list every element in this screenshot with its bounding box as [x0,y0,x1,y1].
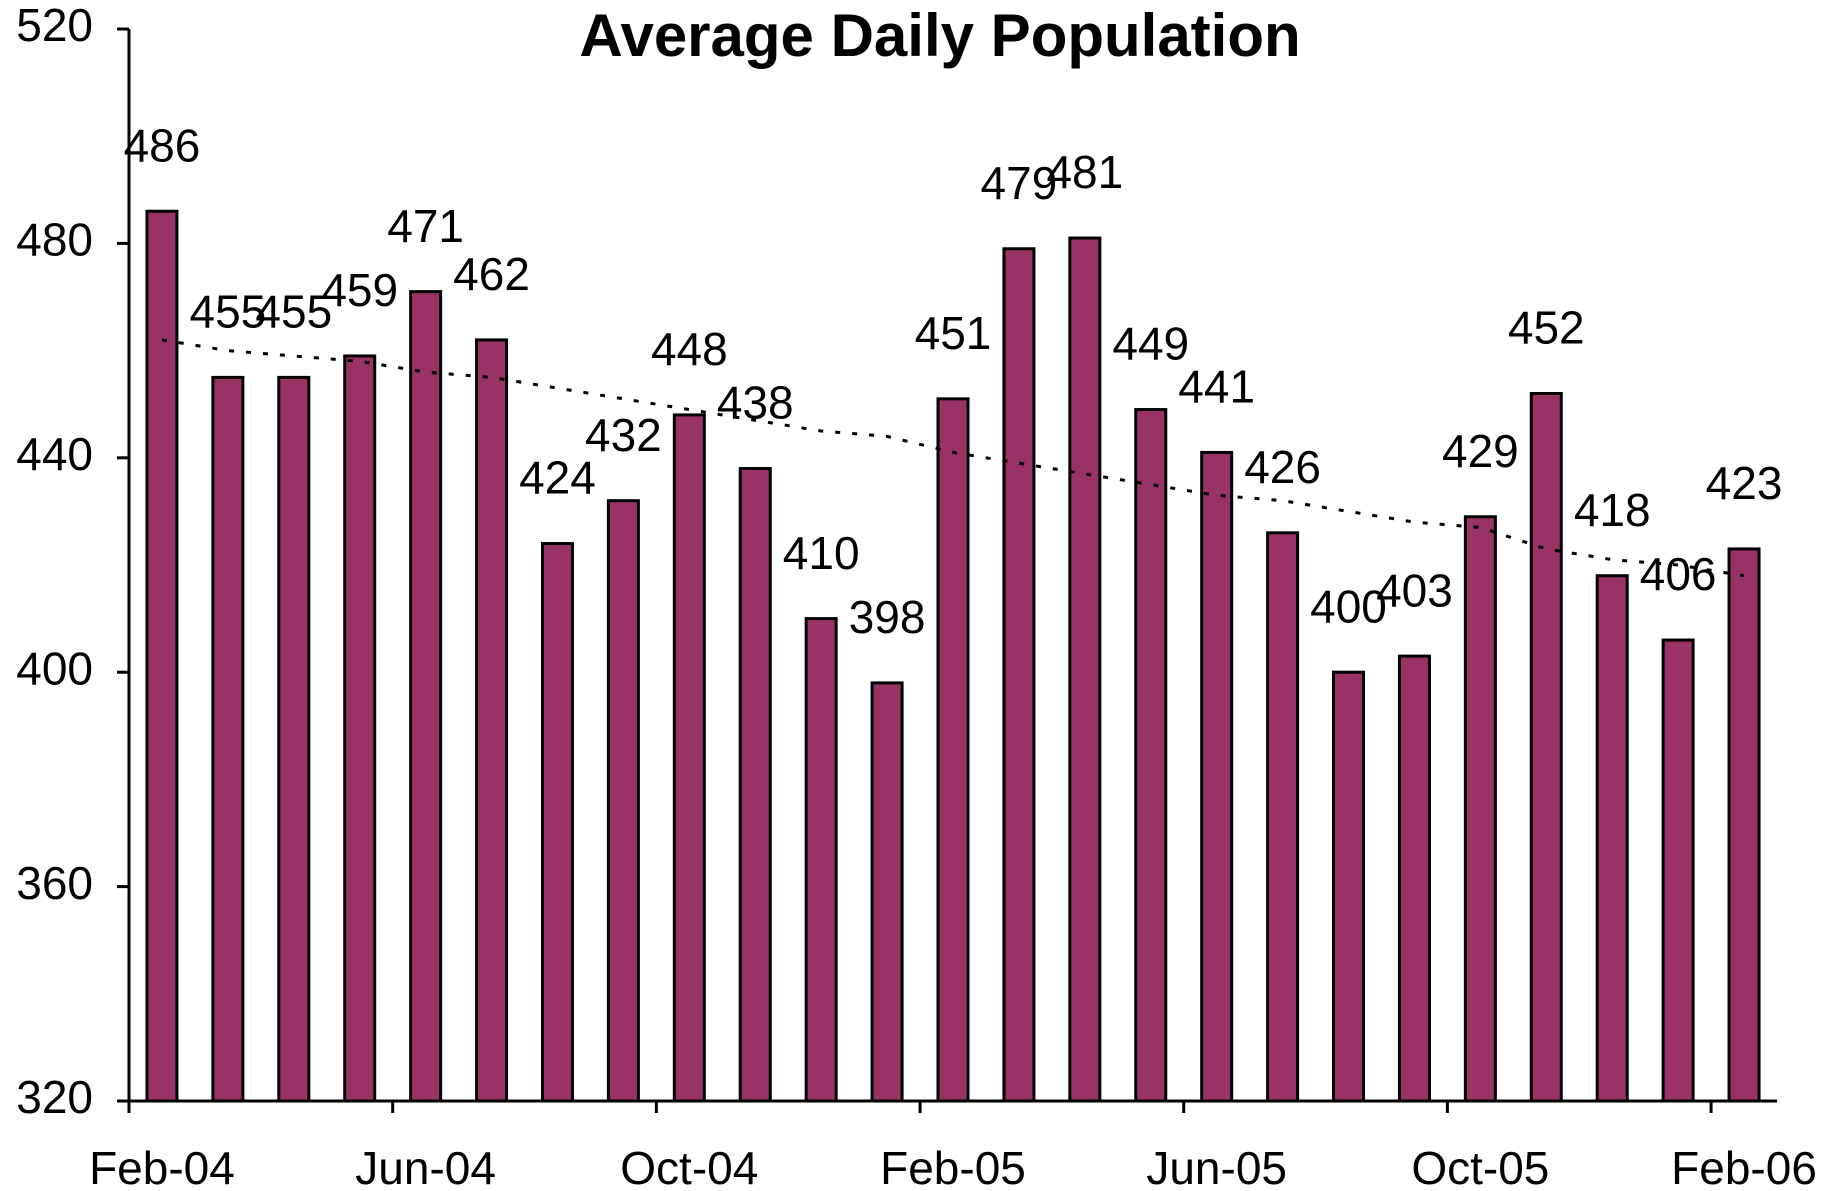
bar [870,681,904,1103]
x-tick-label: Jun-04 [355,1142,496,1191]
data-label: 438 [717,377,794,429]
data-label: 481 [1046,146,1123,198]
bar [1397,654,1431,1103]
data-label: 471 [387,200,464,252]
data-label: 424 [519,452,596,504]
y-tick-label: 520 [16,0,93,51]
bar [475,338,509,1103]
bar [1332,670,1366,1103]
data-label: 432 [585,409,662,461]
bar [606,499,640,1103]
x-tick-label: Feb-06 [1671,1142,1817,1191]
bar [277,375,311,1103]
bar [936,397,970,1103]
bar [1266,531,1300,1103]
bar [343,354,377,1103]
data-label: 429 [1442,425,1519,477]
y-tick-label: 440 [16,428,93,480]
bar [1068,236,1102,1103]
data-label: 423 [1706,457,1783,509]
bar [1661,638,1695,1103]
x-tick-label: Feb-05 [880,1142,1026,1191]
bar [1595,574,1629,1103]
bar [1002,247,1036,1103]
data-label: 418 [1574,484,1651,536]
data-label: 462 [453,248,530,300]
bar [738,467,772,1103]
data-label: 455 [190,286,267,338]
bar [145,209,179,1103]
data-label: 400 [1310,580,1387,632]
bar [1200,450,1234,1103]
y-tick-label: 480 [16,214,93,266]
data-label: 441 [1178,361,1255,413]
x-tick-label: Jun-05 [1146,1142,1287,1191]
bar [672,413,706,1103]
bar [1529,391,1563,1103]
data-label: 452 [1508,302,1585,354]
bar [1727,547,1761,1103]
data-label: 448 [651,323,728,375]
data-label: 410 [783,527,860,579]
data-label: 459 [321,264,398,316]
bar [804,617,838,1103]
chart-title: Average Daily Population [579,2,1300,69]
y-tick-label: 400 [16,642,93,694]
data-label: 455 [255,286,332,338]
x-tick-label: Oct-05 [1411,1142,1549,1191]
data-label: 403 [1376,564,1453,616]
bar [1463,515,1497,1103]
data-label: 479 [981,157,1058,209]
trend-line [161,338,1745,578]
bar [409,290,443,1103]
data-label: 406 [1640,548,1717,600]
data-label: 486 [124,119,201,171]
data-label: 426 [1244,441,1321,493]
data-label: 449 [1112,318,1189,370]
data-label: 398 [849,591,926,643]
bar [211,375,245,1103]
y-tick-label: 360 [16,857,93,909]
y-tick-label: 320 [16,1071,93,1123]
bar [1134,408,1168,1103]
x-tick-label: Feb-04 [89,1142,235,1191]
data-label: 451 [915,307,992,359]
bar [540,542,574,1103]
x-tick-label: Oct-04 [620,1142,758,1191]
